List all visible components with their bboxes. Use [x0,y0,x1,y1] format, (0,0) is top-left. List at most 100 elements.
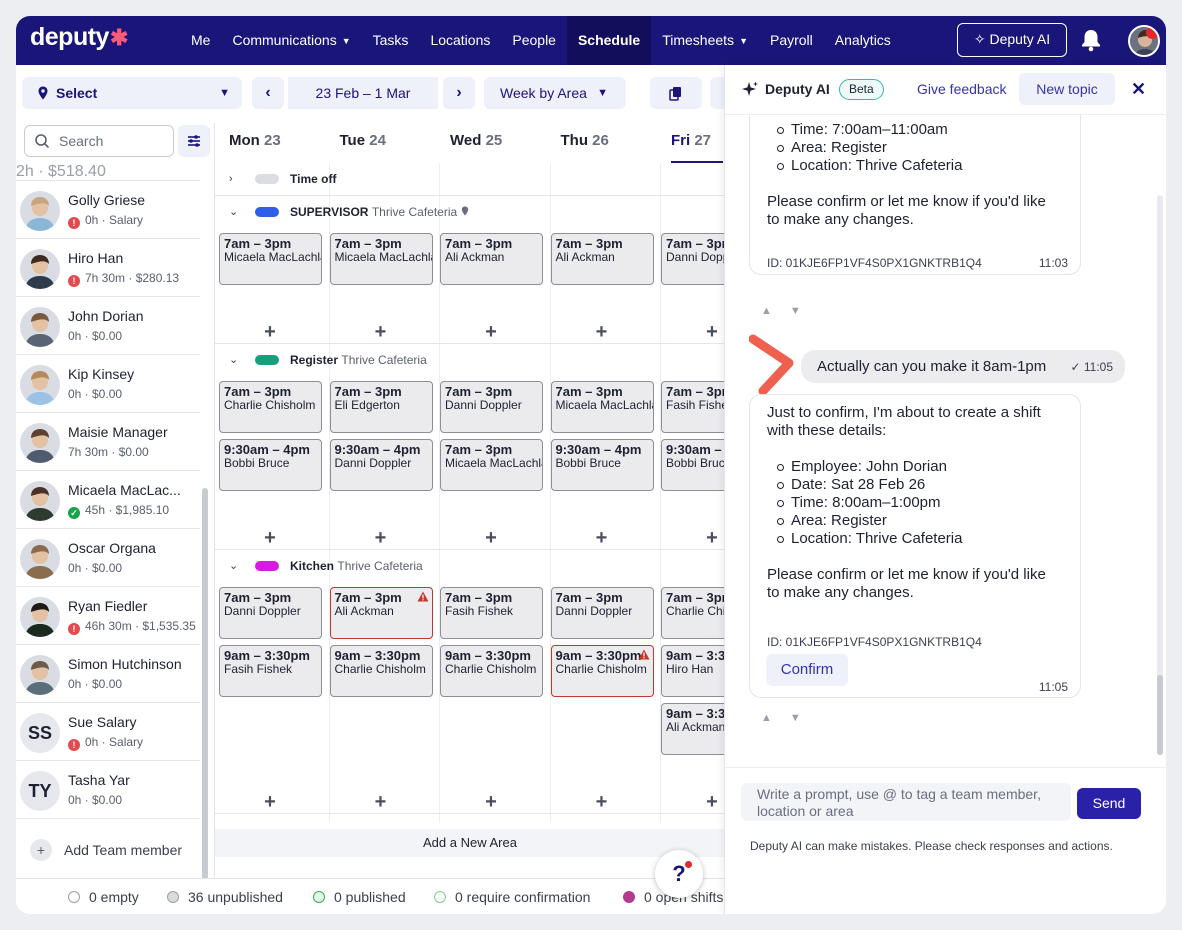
team-member-row[interactable]: Micaela MacLac... ✓ 45h · $1,985.10 [16,471,200,529]
team-member-row[interactable]: Oscar Organa 0h · $0.00 [16,529,200,587]
shift-card[interactable]: 7am – 3pm Ali Ackman [329,587,433,639]
bell-icon[interactable] [1080,28,1102,52]
scrollbar[interactable] [202,488,208,878]
prev-week-button[interactable]: ‹ [252,77,284,109]
next-week-button[interactable]: › [443,77,475,109]
nav-item-timesheets[interactable]: Timesheets ▼ [662,32,748,48]
add-shift-button[interactable]: + [374,321,387,343]
help-button[interactable]: ? [655,850,703,898]
nav-item-schedule[interactable]: Schedule [566,16,652,65]
add-shift-button[interactable]: + [374,527,387,549]
nav-item-analytics[interactable]: Analytics [834,32,891,48]
nav-item-tasks[interactable]: Tasks [372,32,409,48]
add-shift-button[interactable]: + [706,527,718,549]
team-member-row[interactable]: SS Sue Salary ! 0h · Salary [16,703,200,761]
chevron-down-icon[interactable]: ⌄ [229,560,239,572]
shift-card[interactable]: 7am – 3pm Eli Edgerton [329,381,433,433]
shift-card[interactable]: 9am – 3:30pm Fasih Fishek [219,645,322,697]
deputy-ai-button[interactable]: ✧ Deputy AI [957,23,1067,57]
add-shift-button[interactable]: + [485,527,497,549]
shift-card[interactable]: 7am – 3pm Ali Ackman [440,233,543,285]
team-member-row[interactable]: Hiro Han ! 7h 30m · $280.13 [16,239,200,297]
close-icon[interactable]: ✕ [1131,79,1147,99]
add-shift-button[interactable]: + [485,791,497,813]
list-item[interactable]: 2h · $518.40 [16,163,200,181]
deputy-logo[interactable]: deputy✱ [30,23,128,51]
thumbs-down-icon[interactable]: ▼ [789,712,819,724]
team-member-row[interactable]: Ryan Fiedler ! 46h 30m · $1,535.35 [16,587,200,645]
shift-card[interactable]: 9am – 3:30pmHiro Han [661,645,724,697]
status-item[interactable]: 0 empty [68,889,139,905]
prompt-input[interactable]: Write a prompt, use @ to tag a team memb… [741,783,1071,821]
nav-item-payroll[interactable]: Payroll [769,32,813,48]
add-shift-button[interactable]: + [264,527,276,549]
shift-card[interactable]: 9am – 3:30pmAli Ackman [661,703,724,755]
status-item[interactable]: 36 unpublished [167,889,283,905]
filter-button[interactable] [178,125,210,157]
status-item[interactable]: 0 require confirmation [434,889,590,905]
team-member-row[interactable]: Golly Griese ! 0h · Salary [16,181,200,239]
time-off-row[interactable]: › Time off [215,163,724,196]
add-shift-button[interactable]: + [595,321,608,343]
shift-card[interactable]: 9am – 3:30pm Charlie Chisholm [550,645,654,697]
add-shift-button[interactable]: + [485,321,497,343]
thumbs-down-icon[interactable]: ▼ [789,305,819,317]
day-header-mon[interactable]: Mon 23 [229,132,281,149]
chevron-right-icon[interactable]: › [229,173,233,185]
add-shift-button[interactable]: + [595,791,608,813]
scrollbar-thumb[interactable] [1157,675,1163,755]
add-shift-button[interactable]: + [264,791,276,813]
chevron-down-icon[interactable]: ⌄ [229,354,239,366]
team-member-row[interactable]: John Dorian 0h · $0.00 [16,297,200,355]
nav-item-me[interactable]: Me [191,32,211,48]
team-member-row[interactable]: TY Tasha Yar 0h · $0.00 [16,761,200,819]
area-header[interactable]: ⌄ SUPERVISOR Thrive Cafeteria [215,196,724,228]
day-header-tue[interactable]: Tue 24 [339,132,386,149]
thumbs-up-icon[interactable]: ▲ [761,305,790,317]
shift-card[interactable]: 9am – 3:30pm Charlie Chisholm [329,645,433,697]
nav-item-locations[interactable]: Locations [430,32,491,48]
add-team-member-button[interactable]: + Add Team member [30,839,182,861]
day-header-fri[interactable]: Fri 27 [671,123,723,163]
scrollbar[interactable] [1157,195,1163,755]
shift-card[interactable]: 7am – 3pm Ali Ackman [550,233,654,285]
send-button[interactable]: Send [1077,788,1141,819]
add-shift-button[interactable]: + [595,527,608,549]
team-member-row[interactable]: Kip Kinsey 0h · $0.00 [16,355,200,413]
nav-item-communications[interactable]: Communications ▼ [232,32,351,48]
copy-button[interactable] [650,77,702,109]
location-select[interactable]: Select ▼ [22,77,242,109]
new-topic-button[interactable]: New topic [1019,73,1115,105]
nav-item-people[interactable]: People [512,32,556,48]
status-item[interactable]: 0 published [313,889,406,905]
thumbs-up-icon[interactable]: ▲ [761,712,790,724]
search-input[interactable]: Search [24,125,174,157]
area-header[interactable]: ⌄ Register Thrive Cafeteria [215,344,724,376]
add-shift-button[interactable]: + [264,321,276,343]
user-avatar[interactable] [1128,25,1160,57]
team-member-row[interactable]: Maisie Manager 7h 30m · $0.00 [16,413,200,471]
view-select[interactable]: Week by Area ▼ [484,77,626,109]
add-shift-button[interactable]: + [374,791,387,813]
area-header[interactable]: ⌄ Kitchen Thrive Cafeteria [215,550,724,582]
shift-card[interactable]: 9:30am – 4pm Danni Doppler [329,439,433,491]
confirm-button[interactable]: Confirm [766,654,848,686]
date-range[interactable]: 23 Feb – 1 Mar [288,77,438,109]
add-shift-button[interactable]: + [706,791,718,813]
chevron-down-icon[interactable]: ⌄ [229,206,239,218]
